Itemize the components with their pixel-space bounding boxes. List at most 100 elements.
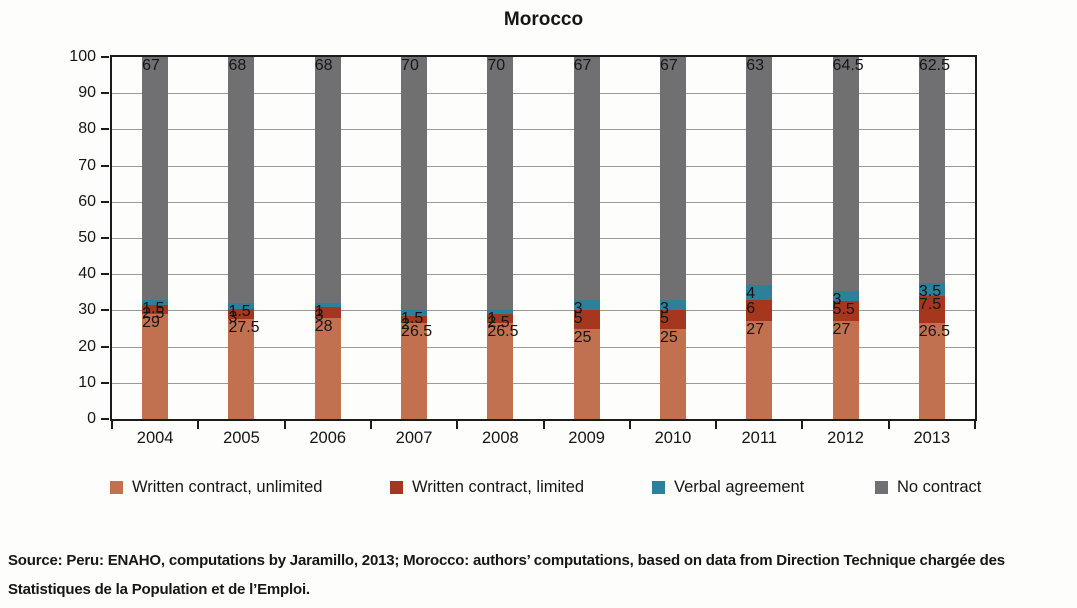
- bar-segment: 70: [487, 57, 514, 311]
- bar-segment: 5: [573, 310, 600, 329]
- x-tick-label: 2005: [223, 429, 260, 447]
- y-tick-label: 30: [78, 301, 96, 319]
- bar-segment: 3: [832, 290, 859, 308]
- gridline-80: [112, 129, 975, 131]
- bar-segment: 6: [746, 299, 773, 322]
- gridline-60: [112, 201, 975, 203]
- legend-label: Verbal agreement: [674, 478, 805, 496]
- bar-segment: 28: [314, 317, 341, 419]
- gridline-30: [112, 310, 975, 312]
- y-tick-mark: [101, 309, 109, 312]
- y-tick-label: 40: [78, 265, 96, 283]
- legend-swatch: [390, 481, 403, 494]
- bar-segment: 63: [746, 57, 773, 286]
- source-note: Source: Peru: ENAHO, computations by Jar…: [8, 552, 1005, 598]
- x-tick-mark: [542, 421, 545, 429]
- x-tick-mark: [111, 421, 113, 429]
- bar-segment: 1: [314, 303, 341, 320]
- bar-segment: 1.5: [142, 299, 169, 317]
- x-tick-label: 2006: [309, 429, 347, 447]
- y-tick-mark: [101, 128, 109, 131]
- bar-segment: 27: [832, 321, 859, 419]
- chart-title: Morocco: [503, 9, 584, 30]
- bar-segment: 3: [573, 299, 600, 317]
- y-tick-label: 0: [87, 410, 96, 427]
- legend-label: No contract: [897, 478, 982, 496]
- legend-label: Written contract, unlimited: [132, 478, 323, 496]
- bar-segment: 62.5: [918, 57, 950, 284]
- y-tick-mark: [101, 381, 109, 384]
- bar-segment: 67: [659, 57, 686, 300]
- bar-segment: 29: [142, 314, 169, 419]
- bar-segment: 4: [746, 285, 773, 302]
- bar-segment: 3: [314, 306, 341, 324]
- bar-segment: 7.5: [918, 295, 945, 324]
- y-tick-mark: [101, 92, 109, 95]
- bar-segment: 1.5: [401, 310, 428, 327]
- bar-segment: 26.5: [401, 323, 432, 419]
- bar-segment: 26.5: [918, 323, 950, 419]
- y-tick-label: 20: [78, 337, 96, 355]
- x-tick-mark: [628, 421, 631, 429]
- bar-segment: 70: [401, 57, 428, 311]
- x-tick-mark: [887, 421, 890, 429]
- bar-segment: 3: [659, 299, 686, 317]
- plot-area: 292.51.56727.531.56828316826.521.57026.5…: [110, 55, 977, 421]
- bar-segment: 67: [573, 57, 600, 300]
- x-tick-mark: [369, 421, 372, 429]
- x-tick-label: 2004: [136, 429, 174, 447]
- legend-item: Written contract, unlimited: [110, 478, 322, 497]
- y-tick-label: 50: [78, 229, 96, 246]
- x-tick-label: 2012: [827, 429, 864, 447]
- bar-segment: 3.5: [918, 283, 945, 300]
- gridline-90: [112, 93, 975, 95]
- legend-swatch: [110, 481, 123, 494]
- x-tick-label: 2007: [395, 429, 433, 447]
- x-tick-mark: [801, 421, 804, 429]
- gridline-70: [112, 165, 975, 167]
- x-tick-mark: [974, 421, 976, 429]
- gridline-10: [112, 382, 975, 384]
- bar-segment: 68: [228, 57, 255, 304]
- x-tick-mark: [456, 421, 459, 429]
- legend-label: Written contract, limited: [412, 478, 585, 496]
- y-tick-mark: [101, 345, 109, 348]
- x-tick-label: 2009: [568, 429, 605, 447]
- y-tick-mark: [101, 273, 109, 276]
- bar-segment: 5: [659, 310, 686, 329]
- y-tick-mark: [101, 418, 109, 420]
- y-tick-label: 90: [78, 84, 96, 102]
- bar-segment: 27: [746, 321, 773, 419]
- gridline-50: [112, 238, 975, 239]
- gridline-20: [112, 346, 975, 348]
- bar-segment: 2.5: [142, 304, 169, 322]
- legend-item: Written contract, limited: [390, 478, 584, 497]
- gridline-40: [112, 274, 975, 276]
- y-tick-mark: [101, 56, 109, 58]
- bar-segment: 25: [573, 328, 600, 419]
- y-tick-mark: [101, 237, 109, 239]
- y-tick-label: 80: [78, 120, 96, 138]
- y-tick-label: 10: [78, 373, 96, 391]
- x-tick-label: 2010: [654, 429, 692, 447]
- x-tick-label: 2008: [481, 429, 519, 447]
- y-tick-mark: [101, 164, 109, 167]
- x-tick-mark: [283, 421, 286, 429]
- bar-segment: 67: [142, 57, 169, 300]
- y-tick-label: 100: [69, 48, 96, 65]
- bar-segment: 1: [487, 310, 514, 327]
- x-tick-mark: [715, 421, 718, 429]
- y-tick-label: 70: [78, 156, 96, 174]
- bar-segment: 3: [228, 308, 255, 326]
- x-tick-label: 2013: [913, 429, 951, 447]
- x-tick-mark: [197, 421, 200, 429]
- legend-item: Verbal agreement: [652, 478, 804, 497]
- legend-item: No contract: [875, 478, 981, 497]
- y-tick-label: 60: [78, 192, 96, 210]
- bar-segment: 64.5: [832, 57, 864, 291]
- bar-segment: 25: [659, 328, 686, 419]
- bar-segment: 1.5: [228, 303, 255, 320]
- x-tick-label: 2011: [741, 429, 777, 447]
- legend-swatch: [652, 481, 665, 494]
